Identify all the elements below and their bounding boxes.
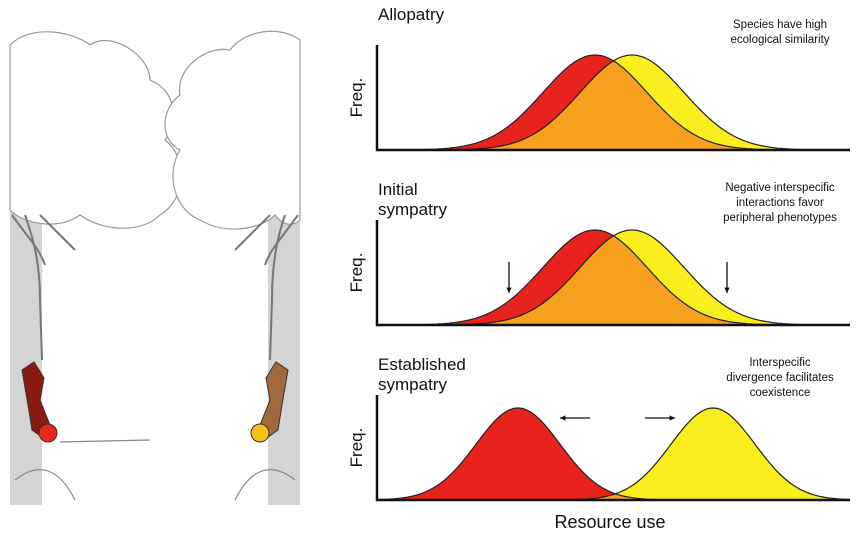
panel-note: peripheral phenotypes	[723, 212, 837, 224]
arrow-head	[670, 415, 675, 420]
y-label: Freq.	[347, 253, 366, 293]
canopy-right	[165, 31, 300, 229]
panel-title: Established	[378, 355, 466, 374]
y-label: Freq.	[347, 78, 366, 118]
panel-note: divergence facilitates	[726, 372, 834, 384]
dewlap-yellow	[251, 424, 269, 442]
curve-overlap	[377, 236, 850, 325]
canopy-left	[10, 32, 181, 228]
panel-title: sympatry	[378, 375, 447, 394]
panel-title: Allopatry	[378, 5, 445, 24]
panel-note: Negative interspecific	[725, 182, 835, 194]
panel-note: Interspecific	[749, 357, 811, 369]
illustration	[10, 31, 300, 505]
panel-note: interactions favor	[736, 197, 824, 209]
roots	[15, 440, 295, 500]
curve-overlap	[377, 61, 850, 150]
arrow-head	[560, 415, 565, 420]
panel-title: sympatry	[378, 200, 447, 219]
arrow-head	[506, 288, 511, 293]
panel-title: Initial	[378, 180, 418, 199]
dewlap-red	[39, 424, 57, 442]
panel-note: coexistence	[750, 387, 811, 399]
arrow-head	[724, 288, 729, 293]
x-label: Resource use	[554, 512, 665, 532]
y-label: Freq.	[347, 428, 366, 468]
panel-note: ecological similarity	[730, 34, 829, 46]
panel-note: Species have high	[733, 19, 827, 31]
figure: Resource use Allopatry Species have high e…	[0, 0, 860, 538]
